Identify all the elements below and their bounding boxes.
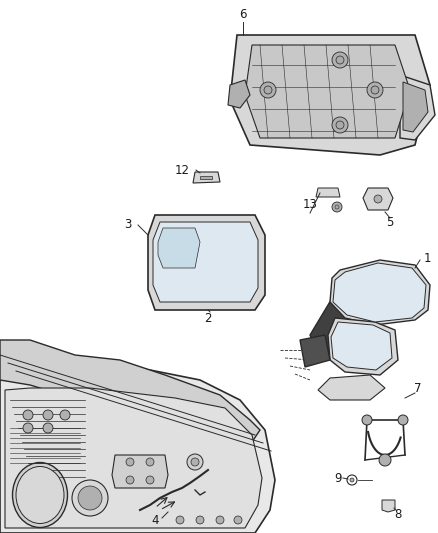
Circle shape [196,516,204,524]
Polygon shape [300,335,330,367]
Text: 2: 2 [204,311,212,325]
Polygon shape [316,188,340,197]
Circle shape [146,458,154,466]
Polygon shape [333,263,426,322]
Polygon shape [230,35,430,155]
Polygon shape [148,215,265,310]
Text: 6: 6 [239,9,247,21]
Polygon shape [245,45,410,138]
Polygon shape [400,75,435,140]
Circle shape [379,454,391,466]
Polygon shape [363,188,393,210]
Circle shape [43,410,53,420]
Circle shape [191,458,199,466]
Polygon shape [330,260,430,325]
Circle shape [23,423,33,433]
Circle shape [72,480,108,516]
Circle shape [332,117,348,133]
Text: 9: 9 [334,472,342,484]
Text: 1: 1 [423,252,431,264]
Circle shape [216,516,224,524]
Circle shape [336,121,344,129]
Circle shape [264,86,272,94]
Polygon shape [318,375,385,400]
Circle shape [335,205,339,209]
Circle shape [126,458,134,466]
Polygon shape [310,285,370,360]
Circle shape [336,56,344,64]
Polygon shape [228,80,250,108]
Circle shape [350,478,354,482]
Polygon shape [193,172,220,183]
Text: 12: 12 [174,164,190,176]
Polygon shape [331,322,392,370]
Polygon shape [382,500,395,512]
Circle shape [78,486,102,510]
Polygon shape [0,340,260,445]
Polygon shape [0,345,275,533]
Polygon shape [5,388,262,528]
Circle shape [371,86,379,94]
Polygon shape [200,176,212,179]
Circle shape [332,52,348,68]
Circle shape [398,415,408,425]
Text: 5: 5 [386,216,394,230]
Circle shape [146,476,154,484]
Circle shape [60,410,70,420]
Text: 13: 13 [303,198,318,212]
Polygon shape [403,82,428,132]
Polygon shape [328,318,398,375]
Circle shape [332,202,342,212]
Circle shape [234,516,242,524]
Circle shape [260,82,276,98]
Circle shape [374,195,382,203]
Circle shape [126,476,134,484]
Ellipse shape [13,463,67,528]
Polygon shape [112,455,168,488]
Circle shape [362,415,372,425]
Text: 4: 4 [151,513,159,527]
Circle shape [23,410,33,420]
Text: 8: 8 [394,508,402,521]
Circle shape [187,454,203,470]
Text: 3: 3 [124,219,132,231]
Circle shape [176,516,184,524]
Circle shape [367,82,383,98]
Ellipse shape [16,466,64,523]
Polygon shape [153,222,258,302]
Polygon shape [158,228,200,268]
Text: 7: 7 [414,382,422,394]
Circle shape [43,423,53,433]
